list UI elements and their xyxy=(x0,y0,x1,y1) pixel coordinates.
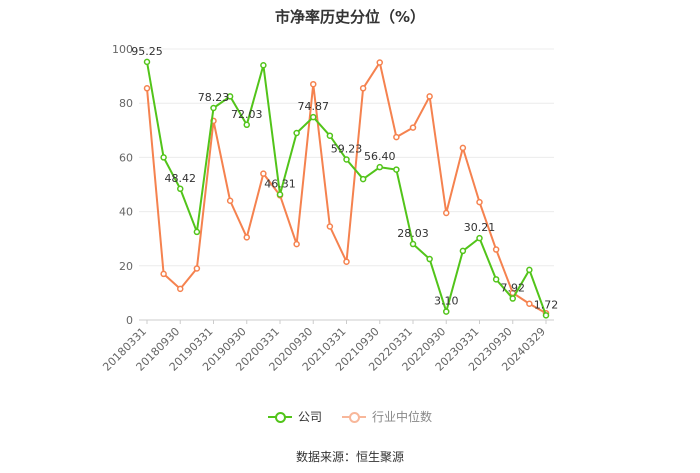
data-label-company-4: 78.23 xyxy=(198,91,230,104)
data-point-industry-21 xyxy=(492,246,500,253)
data-point-company-16 xyxy=(409,240,417,248)
data-label-company-6: 72.03 xyxy=(231,108,263,121)
data-point-company-1 xyxy=(160,154,167,161)
data-point-industry-14 xyxy=(376,59,383,66)
data-label-company-14: 56.40 xyxy=(364,150,396,163)
legend-item-industry-median[interactable]: 行业中位数 xyxy=(342,408,432,425)
data-point-industry-2 xyxy=(177,285,184,293)
data-point-company-9 xyxy=(293,129,300,137)
data-point-industry-10 xyxy=(310,80,317,88)
data-point-company-20 xyxy=(476,234,483,242)
y-tick-label-0: 0 xyxy=(126,314,133,327)
data-point-industry-11 xyxy=(326,223,334,230)
data-point-industry-9 xyxy=(293,240,300,248)
y-tick-label-80: 80 xyxy=(119,97,133,110)
data-point-company-5 xyxy=(226,93,234,100)
data-point-industry-1 xyxy=(160,270,167,278)
legend-company-label: 公司 xyxy=(297,410,322,424)
data-label-company-2: 48.42 xyxy=(165,172,197,185)
data-point-company-18 xyxy=(443,308,450,315)
data-point-company-19 xyxy=(459,247,467,255)
data-label-company-20: 30.21 xyxy=(464,221,496,234)
y-tick-label-100: 100 xyxy=(112,43,133,56)
data-label-company-10: 74.87 xyxy=(298,100,330,113)
data-label-company-24: 1.72 xyxy=(534,298,559,311)
data-point-industry-12 xyxy=(343,258,350,265)
data-point-company-7 xyxy=(260,62,267,69)
data-label-company-22: 7.92 xyxy=(501,282,526,295)
legend-company-marker-icon xyxy=(267,411,292,423)
data-point-company-10 xyxy=(310,113,317,121)
data-point-industry-23 xyxy=(526,300,533,307)
data-point-industry-5 xyxy=(226,197,234,205)
chart-title: 市净率历史分位（%） xyxy=(274,8,426,26)
data-point-company-3 xyxy=(193,228,201,236)
data-point-industry-16 xyxy=(409,124,417,131)
data-point-company-21 xyxy=(492,276,500,283)
data-point-company-23 xyxy=(526,266,533,274)
data-point-company-24 xyxy=(542,312,550,319)
data-point-company-15 xyxy=(393,166,400,173)
data-point-company-11 xyxy=(326,132,334,139)
y-tick-label-60: 60 xyxy=(119,151,133,164)
legend-industry-marker-icon xyxy=(342,411,366,423)
data-point-industry-0 xyxy=(143,85,151,92)
data-point-company-22 xyxy=(509,295,516,302)
data-label-company-12: 59.23 xyxy=(331,142,363,155)
data-point-company-4 xyxy=(210,104,217,112)
data-source-note: 数据来源：恒生聚源 xyxy=(295,450,404,464)
data-point-industry-6 xyxy=(243,234,250,241)
data-point-company-12 xyxy=(343,156,350,163)
legend: 公司 行业中位数 xyxy=(0,408,700,425)
data-point-industry-18 xyxy=(443,209,450,217)
data-point-company-2 xyxy=(177,185,184,193)
data-point-company-13 xyxy=(359,175,367,183)
data-point-industry-20 xyxy=(476,198,483,206)
line-chart: 0204060801002018033120180930201903312019… xyxy=(100,43,559,374)
data-point-company-0 xyxy=(143,58,151,66)
data-label-company-0: 95.25 xyxy=(131,45,163,58)
legend-item-company[interactable]: 公司 xyxy=(267,408,322,425)
data-point-company-8 xyxy=(276,191,284,198)
y-tick-label-20: 20 xyxy=(119,260,133,273)
y-tick-label-40: 40 xyxy=(119,206,133,219)
data-point-industry-13 xyxy=(359,85,367,92)
data-point-company-14 xyxy=(376,163,383,171)
data-point-industry-17 xyxy=(426,93,433,100)
data-point-industry-7 xyxy=(260,170,267,177)
data-point-industry-15 xyxy=(393,133,400,141)
data-point-industry-3 xyxy=(193,265,201,272)
data-point-industry-19 xyxy=(459,144,467,152)
data-point-company-6 xyxy=(243,121,250,129)
data-label-company-18: 3.10 xyxy=(434,295,459,308)
data-point-company-17 xyxy=(426,255,433,263)
legend-industry-median-label: 行业中位数 xyxy=(372,410,433,424)
data-label-company-16: 28.03 xyxy=(397,227,429,240)
data-label-company-8: 46.31 xyxy=(264,177,296,190)
